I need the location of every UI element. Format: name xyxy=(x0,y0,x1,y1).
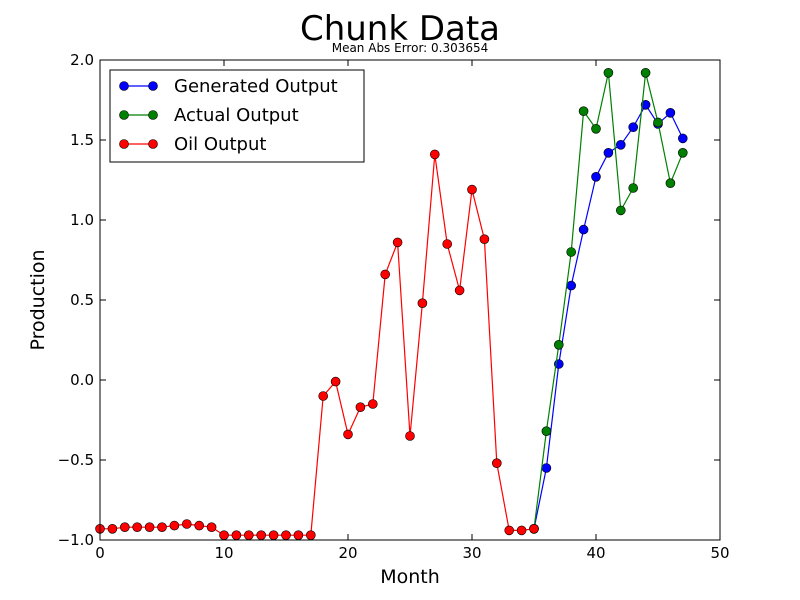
chart-title: Chunk Data xyxy=(300,9,500,49)
data-point-oil-output xyxy=(479,234,490,244)
legend-entry-generated: Generated Output xyxy=(119,76,338,97)
data-point-oil-output xyxy=(504,525,515,536)
y-tick-label: 1.0 xyxy=(70,211,94,229)
plot-frame xyxy=(99,59,721,541)
data-point-oil-output xyxy=(206,522,217,533)
chart-subtitle: Mean Abs Error: 0.303654 xyxy=(332,41,489,55)
legend-label-oil: Oil Output xyxy=(174,134,266,155)
data-point-oil-output xyxy=(405,431,415,441)
data-point-generated-output xyxy=(628,122,639,132)
x-tick-label: 0 xyxy=(95,544,105,562)
legend-entry-actual: Actual Output xyxy=(119,105,299,126)
data-point-generated-output xyxy=(591,172,601,182)
data-point-actual-output xyxy=(578,106,589,116)
data-point-actual-output xyxy=(541,426,552,437)
data-point-oil-output xyxy=(417,298,428,309)
y-tick-label: 1.5 xyxy=(70,131,94,149)
data-point-oil-output xyxy=(120,522,130,533)
data-point-actual-output xyxy=(665,178,676,188)
data-point-oil-output xyxy=(318,391,329,401)
data-point-generated-output xyxy=(665,108,676,118)
data-point-oil-output xyxy=(194,520,204,531)
y-tick-label: −1.0 xyxy=(58,531,94,549)
data-point-actual-output xyxy=(653,117,663,128)
data-point-oil-output xyxy=(293,530,304,541)
data-point-oil-output xyxy=(429,149,440,160)
data-point-generated-output xyxy=(640,100,651,110)
data-point-generated-output xyxy=(578,224,589,235)
data-point-generated-output xyxy=(603,148,614,158)
legend-label-actual: Actual Output xyxy=(174,105,299,126)
legend-label-generated: Generated Output xyxy=(174,76,338,97)
legend: Generated Output Actual Output Oil Outpu… xyxy=(109,69,365,163)
data-point-oil-output xyxy=(442,239,453,249)
y-tick-label: 0.5 xyxy=(70,291,94,309)
series-oil-output xyxy=(95,149,539,541)
x-axis-label: Month xyxy=(380,566,440,588)
data-point-oil-output xyxy=(491,458,502,469)
data-point-oil-output xyxy=(454,285,465,296)
data-point-generated-output xyxy=(677,133,688,144)
data-point-oil-output xyxy=(157,522,167,533)
x-tick-label: 10 xyxy=(214,544,233,562)
data-point-actual-output xyxy=(553,339,564,350)
data-point-actual-output xyxy=(628,183,639,193)
data-point-oil-output xyxy=(330,376,341,387)
data-point-oil-output xyxy=(529,523,539,534)
legend-marker-oil xyxy=(148,139,158,149)
data-point-actual-output xyxy=(566,247,577,257)
legend-entry-oil: Oil Output xyxy=(119,134,266,155)
x-tick-label: 20 xyxy=(338,544,357,562)
data-point-generated-output xyxy=(566,280,577,291)
data-point-actual-output xyxy=(603,68,614,78)
data-point-oil-output xyxy=(467,184,477,195)
legend-marker-generated xyxy=(119,81,129,91)
data-point-oil-output xyxy=(516,525,527,536)
x-tick-label: 50 xyxy=(710,544,729,562)
legend-marker-actual xyxy=(148,110,158,120)
data-point-oil-output xyxy=(132,522,142,533)
legend-marker-actual xyxy=(119,110,129,120)
data-point-actual-output xyxy=(677,148,688,158)
data-point-oil-output xyxy=(144,522,155,533)
data-point-oil-output xyxy=(169,520,180,531)
data-point-oil-output xyxy=(268,530,279,541)
data-point-oil-output xyxy=(182,519,192,529)
data-point-oil-output xyxy=(107,523,118,534)
data-point-oil-output xyxy=(256,530,267,541)
y-tick-label: 2.0 xyxy=(70,51,94,69)
data-point-oil-output xyxy=(219,530,229,541)
data-point-generated-output xyxy=(615,140,626,150)
data-point-oil-output xyxy=(367,399,378,409)
x-tick-label: 30 xyxy=(462,544,481,562)
data-point-oil-output xyxy=(392,237,403,248)
data-point-actual-output xyxy=(640,68,651,78)
data-point-oil-output xyxy=(343,429,353,440)
y-tick-label: 0.0 xyxy=(70,371,94,389)
y-tick-label: −0.5 xyxy=(58,451,94,469)
data-point-oil-output xyxy=(355,402,366,413)
data-point-generated-output xyxy=(541,463,552,473)
axis-ticks: 0 10 20 30 40 50 −1.0 −0.5 0.0 0.5 1.0 1.5 2.0 xyxy=(58,51,730,562)
data-point-oil-output xyxy=(305,530,316,541)
x-tick-label: 40 xyxy=(586,544,605,562)
data-point-actual-output xyxy=(615,205,626,216)
legend-marker-generated xyxy=(148,81,158,91)
data-point-oil-output xyxy=(244,530,254,541)
data-point-oil-output xyxy=(281,530,291,541)
series-group xyxy=(95,68,688,541)
data-point-oil-output xyxy=(231,530,242,541)
legend-marker-oil xyxy=(119,139,129,149)
data-point-actual-output xyxy=(591,124,601,134)
y-axis-label: Production xyxy=(27,249,49,350)
data-point-oil-output xyxy=(380,269,391,280)
